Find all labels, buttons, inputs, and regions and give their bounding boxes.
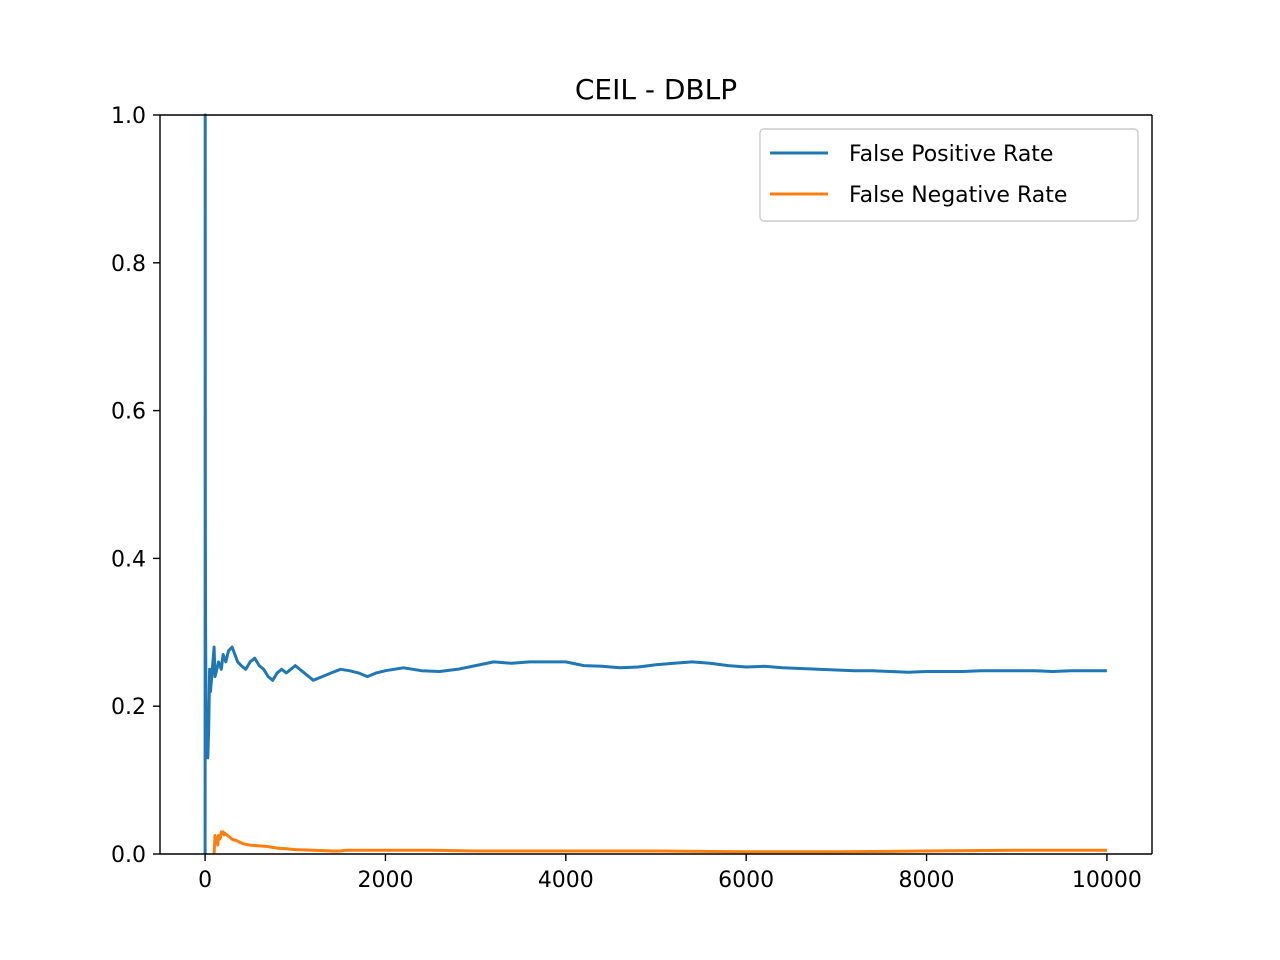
x-tick-label: 2000	[357, 868, 413, 893]
legend-label-false-positive-rate: False Positive Rate	[849, 142, 1053, 167]
x-axis-ticks: 0 2000 4000 6000 8000 10000	[198, 854, 1142, 893]
y-tick-label: 0.6	[111, 400, 146, 425]
chart-title: CEIL - DBLP	[575, 73, 737, 106]
x-tick-label: 10000	[1072, 868, 1142, 893]
legend-label-false-negative-rate: False Negative Rate	[849, 183, 1067, 208]
x-tick-label: 6000	[718, 868, 774, 893]
y-tick-label: 0.2	[111, 695, 146, 720]
x-tick-label: 4000	[538, 868, 594, 893]
plot-area	[160, 115, 1152, 854]
series-layer	[203, 113, 1107, 855]
y-tick-label: 0.0	[111, 843, 146, 868]
x-tick-label: 8000	[899, 868, 955, 893]
series-line-false-negative-rate	[212, 830, 1107, 855]
legend: False Positive Rate False Negative Rate	[759, 128, 1139, 222]
y-tick-label: 1.0	[111, 104, 146, 129]
x-tick-label: 0	[198, 868, 212, 893]
y-tick-label: 0.8	[111, 252, 146, 277]
legend-frame	[759, 128, 1139, 222]
y-axis-ticks: 0.0 0.2 0.4 0.6 0.8 1.0	[111, 104, 160, 868]
y-tick-label: 0.4	[111, 547, 146, 572]
axes-frame	[159, 114, 1153, 855]
series-line-false-positive-rate	[203, 113, 1107, 855]
